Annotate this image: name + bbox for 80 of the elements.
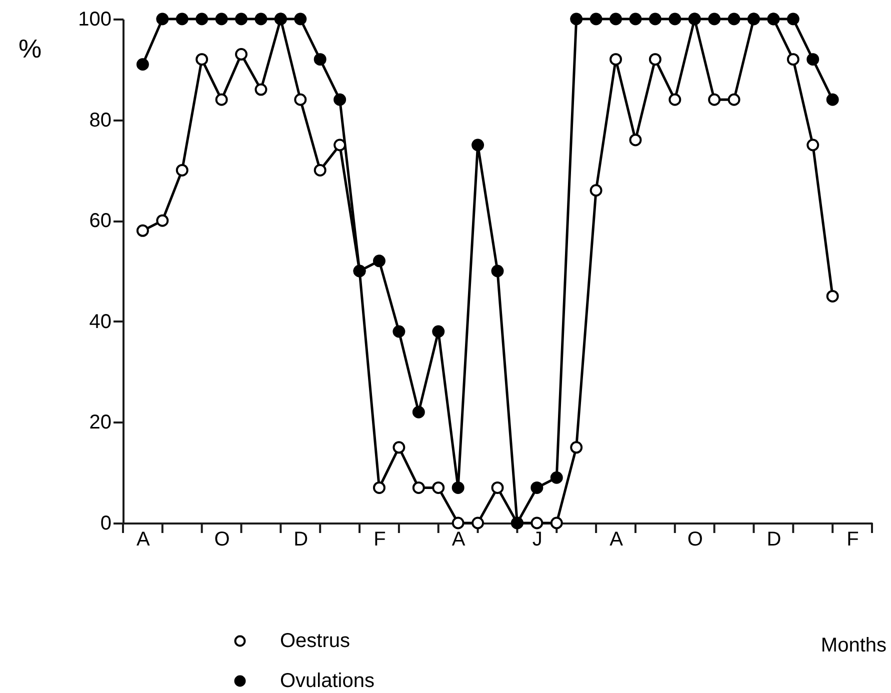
- point: [215, 12, 228, 26]
- point: [786, 12, 800, 26]
- point: [728, 93, 740, 106]
- point: [530, 516, 544, 530]
- point: [334, 138, 346, 152]
- point: [472, 516, 484, 530]
- point: [372, 254, 386, 268]
- point: [136, 224, 149, 237]
- x-tick-label: J: [532, 528, 542, 550]
- point: [314, 164, 326, 176]
- point: [550, 516, 563, 530]
- x-tick-label: O: [687, 528, 703, 550]
- point: [392, 325, 406, 338]
- point: [629, 12, 642, 26]
- x-axis-title: Months: [820, 634, 886, 656]
- point: [254, 12, 268, 26]
- y-tick-label: 100: [78, 8, 112, 30]
- point: [432, 325, 445, 338]
- y-tick-label: 80: [89, 109, 112, 132]
- y-axis-title: %: [18, 34, 42, 64]
- point: [610, 12, 622, 26]
- point: [629, 134, 642, 146]
- point: [196, 53, 208, 66]
- legend-label: Ovulations: [280, 670, 374, 692]
- point: [826, 290, 839, 302]
- x-tick-label: F: [374, 528, 386, 550]
- point: [570, 441, 583, 454]
- y-tick-label: 60: [89, 210, 112, 232]
- point: [491, 264, 504, 278]
- point: [491, 481, 504, 494]
- point: [294, 12, 307, 26]
- y-tick-label: 0: [100, 512, 112, 534]
- point: [314, 53, 326, 66]
- x-tick-label: D: [766, 528, 782, 550]
- point: [372, 481, 386, 494]
- point: [432, 481, 445, 494]
- point: [176, 164, 188, 176]
- y-tick-label: 20: [89, 412, 112, 434]
- x-tick-label: F: [846, 528, 859, 550]
- point: [668, 12, 682, 26]
- point: [156, 12, 169, 26]
- point: [590, 184, 602, 197]
- legend-label: Oestrus: [280, 630, 350, 652]
- point: [590, 12, 602, 26]
- point: [728, 12, 740, 26]
- point: [786, 53, 800, 66]
- point: [530, 481, 544, 494]
- point: [156, 214, 169, 227]
- point: [452, 481, 464, 494]
- y-tick-label: 40: [89, 310, 112, 333]
- point: [235, 48, 248, 61]
- x-tick-label: O: [214, 528, 230, 550]
- point: [708, 93, 721, 106]
- x-tick-label: D: [294, 528, 308, 550]
- point: [412, 406, 425, 418]
- point: [668, 93, 682, 106]
- point: [610, 53, 622, 66]
- point: [806, 53, 820, 66]
- point: [806, 138, 820, 152]
- point: [136, 58, 149, 71]
- point: [392, 441, 406, 454]
- point: [826, 93, 839, 106]
- x-tick-label: A: [452, 528, 466, 550]
- point: [176, 12, 188, 26]
- point: [334, 93, 346, 106]
- x-tick-label: A: [610, 528, 624, 550]
- point: [235, 12, 248, 26]
- point: [648, 12, 662, 26]
- point: [708, 12, 721, 26]
- point: [472, 138, 484, 152]
- point: [570, 12, 583, 26]
- point: [412, 481, 425, 494]
- point: [452, 516, 464, 530]
- point: [196, 12, 208, 26]
- point: [550, 471, 563, 484]
- point: [648, 53, 662, 66]
- point: [215, 93, 228, 106]
- point: [254, 83, 268, 96]
- x-tick-label: A: [136, 528, 151, 550]
- point: [294, 93, 307, 106]
